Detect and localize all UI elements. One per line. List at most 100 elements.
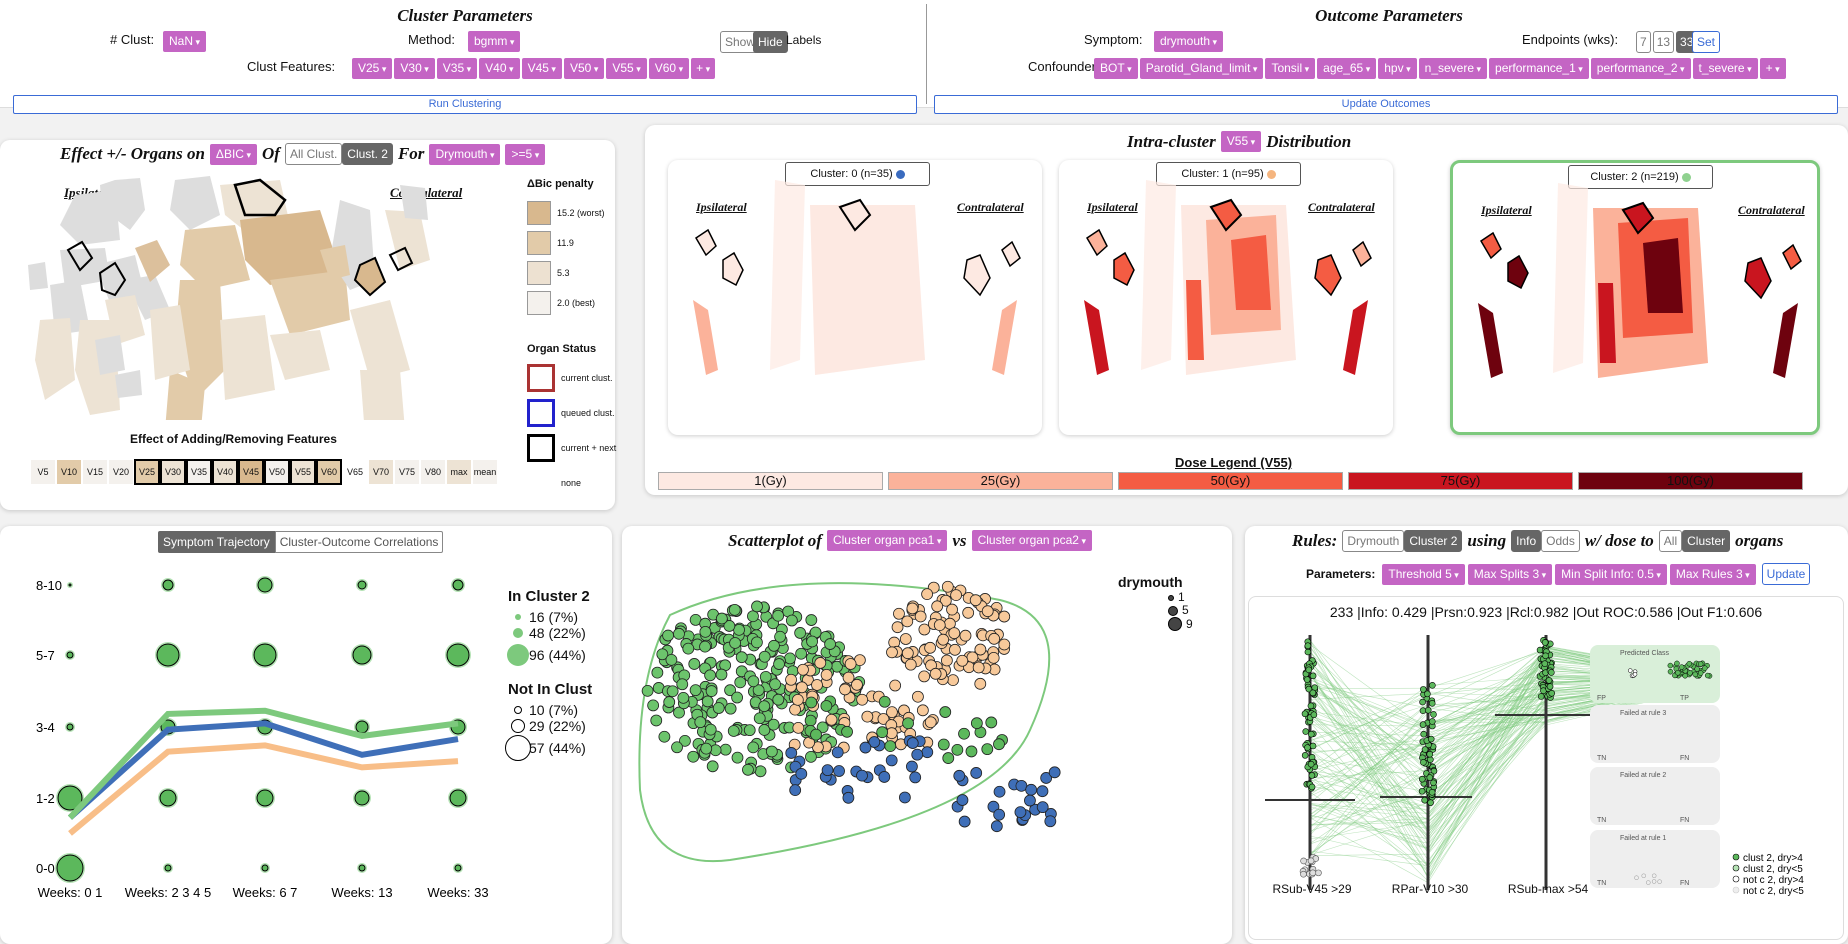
scatter-point[interactable] — [856, 769, 868, 782]
scatter-point[interactable] — [1048, 766, 1061, 779]
feature-effect-V30[interactable]: V30 — [160, 459, 186, 485]
scatter-point[interactable] — [758, 700, 771, 713]
scatter-point[interactable] — [901, 647, 914, 660]
feature-effect-V55[interactable]: V55 — [290, 459, 316, 485]
scatter-point[interactable] — [769, 678, 781, 691]
scatter-point[interactable] — [824, 638, 836, 650]
symptom-select[interactable]: drymouth — [1154, 31, 1224, 52]
scatter-point[interactable] — [795, 647, 808, 660]
scatter-point[interactable] — [768, 639, 780, 652]
rules-odds-button[interactable]: Odds — [1541, 530, 1580, 552]
scatter-point[interactable] — [970, 717, 983, 730]
scatter-point[interactable] — [931, 600, 944, 613]
scatter-point[interactable] — [699, 640, 711, 653]
feature-effect-max[interactable]: max — [446, 459, 472, 485]
scatter-point[interactable] — [772, 693, 785, 706]
scatter-point[interactable] — [689, 684, 702, 697]
scatter-point[interactable] — [877, 713, 890, 725]
scatter-point[interactable] — [743, 724, 756, 737]
scatter-point[interactable] — [902, 717, 914, 730]
scatter-point[interactable] — [785, 614, 798, 627]
scatter-point[interactable] — [805, 614, 818, 626]
scatter-point[interactable] — [663, 696, 676, 708]
confounder-8[interactable]: t_severe — [1692, 58, 1758, 79]
scatter-point[interactable] — [715, 612, 728, 625]
scatter-point[interactable] — [939, 594, 952, 607]
feature-effect-V65[interactable]: V65 — [342, 459, 368, 485]
scatter-point[interactable] — [794, 627, 807, 639]
feature-effect-V5[interactable]: V5 — [30, 459, 56, 485]
feature-effect-V50[interactable]: V50 — [264, 459, 290, 485]
scatter-point[interactable] — [1014, 806, 1027, 819]
scatter-point[interactable] — [929, 667, 942, 680]
scatter-point[interactable] — [805, 696, 818, 709]
scatter-point[interactable] — [704, 669, 716, 682]
scatter-point[interactable] — [1024, 794, 1036, 807]
confounder-3[interactable]: age_65 — [1317, 58, 1377, 79]
scatter-point[interactable] — [728, 603, 741, 616]
feature-effect-mean[interactable]: mean — [472, 459, 498, 485]
scatter-point[interactable] — [933, 619, 946, 632]
scatter-point[interactable] — [959, 629, 972, 642]
scatter-point[interactable] — [671, 741, 683, 754]
scatter-point[interactable] — [949, 643, 961, 656]
rules-param-1[interactable]: Max Splits 3 — [1467, 563, 1553, 585]
scatter-point[interactable] — [841, 725, 853, 738]
scatter-point[interactable] — [795, 767, 808, 780]
scatter-point[interactable] — [734, 676, 747, 689]
scatter-point[interactable] — [868, 736, 881, 748]
clust2-button[interactable]: Clust. 2 — [342, 143, 393, 165]
scatter-point[interactable] — [861, 710, 874, 723]
scatter-point[interactable] — [825, 713, 838, 726]
scatter-point[interactable] — [758, 724, 771, 736]
scatter-point[interactable] — [665, 653, 678, 666]
scatter-point[interactable] — [990, 820, 1003, 833]
scatter-point[interactable] — [886, 706, 898, 719]
scatter-point[interactable] — [723, 620, 736, 632]
scatter-point[interactable] — [673, 627, 685, 640]
scatter-point[interactable] — [806, 635, 818, 648]
scatter-point[interactable] — [851, 678, 863, 691]
scatter-point[interactable] — [650, 714, 663, 727]
scatter-point[interactable] — [1044, 815, 1057, 828]
rules-all-button[interactable]: All — [1658, 530, 1683, 552]
scatter-point[interactable] — [942, 752, 955, 764]
scatter-point[interactable] — [673, 706, 685, 719]
scatter-point[interactable] — [712, 702, 725, 714]
scatter-point[interactable] — [742, 763, 754, 776]
scatter-point[interactable] — [987, 800, 1000, 813]
scatter-point[interactable] — [785, 747, 798, 759]
scatter-point[interactable] — [985, 716, 998, 729]
scatter-point[interactable] — [677, 691, 690, 704]
scatter-point[interactable] — [859, 741, 872, 754]
feature-effect-V25[interactable]: V25 — [134, 459, 160, 485]
dist-feature-select[interactable]: V55 — [1220, 131, 1262, 152]
set-endpoints-button[interactable]: Set — [1692, 31, 1721, 53]
scatter-point[interactable] — [939, 706, 952, 718]
scatter-point[interactable] — [662, 629, 674, 642]
confounder-6[interactable]: performance_1 — [1489, 58, 1589, 79]
scatter-point[interactable] — [878, 695, 891, 708]
effect-threshold-select[interactable]: >=5 — [505, 143, 546, 165]
scatter-point[interactable] — [958, 727, 970, 740]
scatter-point[interactable] — [884, 740, 897, 753]
scatter-point[interactable] — [731, 751, 744, 764]
scatter-point[interactable] — [699, 625, 712, 638]
scatter-point[interactable] — [839, 683, 851, 696]
feature-effect-V80[interactable]: V80 — [420, 459, 446, 485]
scatter-point[interactable] — [886, 646, 898, 659]
scatter-point[interactable] — [966, 651, 979, 664]
scatter-point[interactable] — [909, 771, 922, 784]
scatter-point[interactable] — [784, 652, 796, 665]
scatter-point[interactable] — [796, 681, 808, 694]
scatter-point[interactable] — [831, 746, 844, 759]
scatter-point[interactable] — [747, 675, 760, 688]
clust-feature-6[interactable]: V55 — [606, 58, 647, 79]
scatter-point[interactable] — [724, 702, 737, 715]
scatter-point[interactable] — [753, 712, 766, 725]
scatter-point[interactable] — [937, 633, 950, 646]
scatter-point[interactable] — [727, 725, 740, 737]
scatter-point[interactable] — [921, 588, 933, 601]
effect-symptom-select[interactable]: Drymouth — [429, 143, 501, 165]
clust-feature-0[interactable]: V25 — [352, 58, 393, 79]
